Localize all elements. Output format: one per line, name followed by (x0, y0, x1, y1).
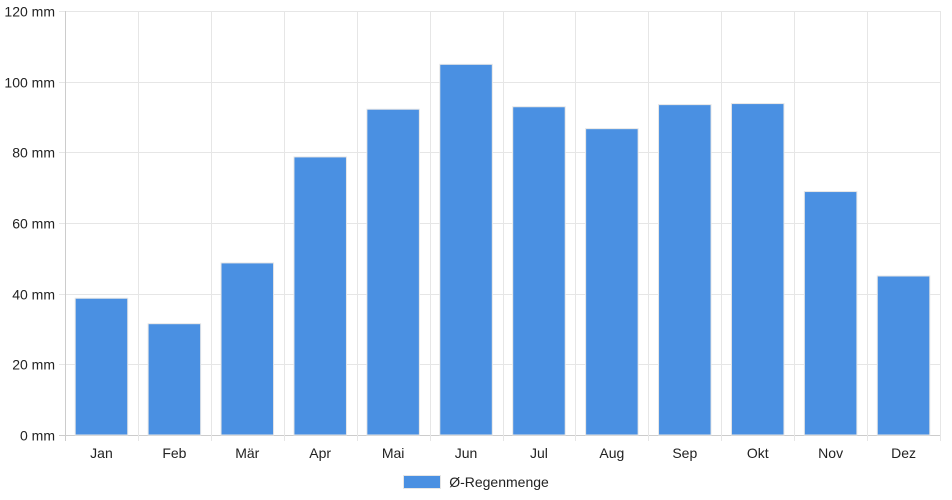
x-tick-label: Okt (747, 445, 769, 461)
x-tick-label: Mär (235, 445, 259, 461)
y-tick-label: 100 mm (4, 75, 55, 91)
bar-jun[interactable] (439, 63, 493, 436)
bar-feb[interactable] (147, 323, 202, 436)
bar-nov[interactable] (803, 191, 858, 436)
rainfall-bar-chart: 0 mm 20 mm 40 mm 60 mm 80 mm 100 mm 120 mm Jan F… (4, 4, 941, 462)
bar-jan[interactable] (74, 297, 129, 436)
legend-swatch[interactable] (403, 475, 442, 489)
grid-layer (59, 11, 941, 441)
bar-okt[interactable] (730, 103, 785, 436)
x-tick-label: Jul (530, 445, 548, 461)
x-tick-label: Mai (382, 445, 405, 461)
x-tick-label: Aug (599, 445, 624, 461)
axis-layer: 0 mm 20 mm 40 mm 60 mm 80 mm 100 mm 120 mm Jan F… (4, 4, 916, 462)
legend[interactable]: Ø-Regenmenge (0, 470, 952, 494)
y-tick-label: 0 mm (20, 428, 55, 444)
bar-mär[interactable] (220, 262, 275, 436)
bar-apr[interactable] (293, 156, 347, 436)
x-tick-label: Nov (818, 445, 843, 461)
y-tick-label: 40 mm (12, 287, 55, 303)
x-tick-label: Apr (309, 445, 331, 461)
y-tick-label: 60 mm (12, 216, 55, 232)
bar-dez[interactable] (876, 275, 931, 436)
y-tick-label: 120 mm (4, 4, 55, 20)
bar-mai[interactable] (366, 108, 420, 436)
x-tick-label: Dez (891, 445, 916, 461)
x-tick-label: Jan (90, 445, 113, 461)
y-tick-label: 20 mm (12, 357, 55, 373)
bar-sep[interactable] (658, 104, 712, 436)
y-tick-label: 80 mm (12, 145, 55, 161)
bar-jul[interactable] (512, 106, 566, 436)
legend-label[interactable]: Ø-Regenmenge (449, 474, 549, 490)
x-tick-label: Feb (162, 445, 186, 461)
x-tick-label: Sep (672, 445, 697, 461)
x-tick-label: Jun (455, 445, 478, 461)
bars-layer (74, 63, 931, 436)
bar-aug[interactable] (585, 128, 639, 436)
